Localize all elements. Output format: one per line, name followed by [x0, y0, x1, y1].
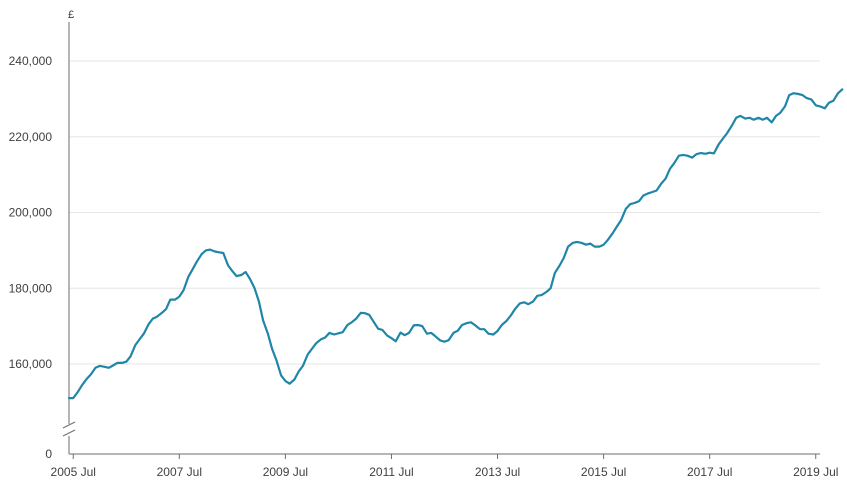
- x-tick-label: 2019 Jul: [793, 465, 838, 479]
- x-tick-label: 2009 Jul: [263, 465, 308, 479]
- y-tick-label: 180,000: [9, 281, 53, 295]
- x-tick-label: 2005 Jul: [51, 465, 96, 479]
- y-axis: £ 0: [45, 9, 76, 461]
- y-tick-label: 240,000: [9, 54, 53, 68]
- y-axis-unit-label: £: [68, 9, 74, 21]
- series-line: [67, 88, 844, 400]
- x-tick-label: 2007 Jul: [157, 465, 202, 479]
- x-axis: 2005 Jul 2007 Jul 2009 Jul 2011 Jul 2013 Jul…: [51, 453, 838, 479]
- x-tick-label: 2015 Jul: [581, 465, 626, 479]
- x-tick-label: 2011 Jul: [369, 465, 413, 479]
- y-tick-label: 160,000: [9, 357, 53, 371]
- axis-break-mark: [62, 429, 76, 437]
- x-tick-label: 2017 Jul: [687, 465, 732, 479]
- axis-break-mark: [62, 421, 76, 429]
- y-tick-labels: 160,000 180,000 200,000 220,000 240,000: [9, 54, 53, 371]
- x-tick-label: 2013 Jul: [475, 465, 520, 479]
- gridlines: [69, 60, 820, 365]
- series-group: [67, 88, 844, 400]
- y-tick-label: 200,000: [9, 206, 53, 220]
- y-tick-label: 220,000: [9, 130, 53, 144]
- y-zero-tick-label: 0: [45, 447, 52, 461]
